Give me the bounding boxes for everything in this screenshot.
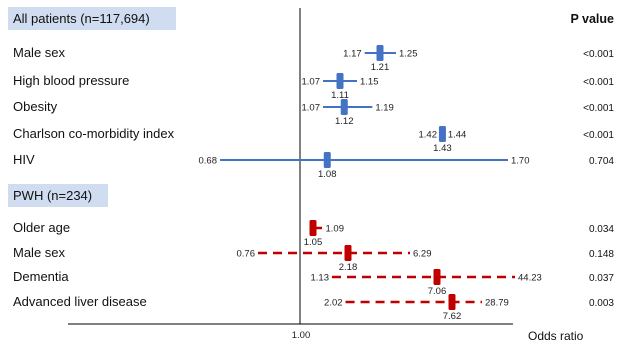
point-estimate-marker xyxy=(336,73,344,89)
row-label: Male sex xyxy=(13,245,66,260)
odds-ratio-label: 2.18 xyxy=(339,262,358,273)
p-value: <0.001 xyxy=(583,103,614,114)
ci-lower-label: 2.02 xyxy=(324,298,343,309)
ci-lower-label: 0.76 xyxy=(237,249,256,260)
ci-upper-label: 28.79 xyxy=(485,298,509,309)
row-label: Charlson co-morbidity index xyxy=(13,126,175,141)
point-estimate-marker xyxy=(344,245,352,261)
group1-title: All patients (n=117,694) xyxy=(13,11,150,26)
odds-ratio-label: 7.06 xyxy=(428,286,447,297)
ci-lower-label: 1.07 xyxy=(302,77,321,88)
ci-lower-label: 1.13 xyxy=(311,273,330,284)
reference-tick-label: 1.00 xyxy=(292,330,311,341)
pvalue-header: P value xyxy=(570,12,614,26)
p-value: <0.001 xyxy=(583,49,614,60)
ci-upper-label: 1.25 xyxy=(399,49,418,60)
point-estimate-marker xyxy=(376,45,384,61)
forest-rows: Male sex <0.001 1.17 1.25 1.21 High blood pre… xyxy=(13,45,614,322)
odds-ratio-label: 1.43 xyxy=(433,143,452,154)
ci-lower-label: 1.42 xyxy=(419,130,438,141)
ci-lower-label: 0.68 xyxy=(199,156,218,167)
group2-title: PWH (n=234) xyxy=(13,188,92,203)
ci-upper-label: 6.29 xyxy=(413,249,432,260)
row-label: Dementia xyxy=(13,269,69,284)
row-label: HIV xyxy=(13,152,35,167)
row-label: Obesity xyxy=(13,99,58,114)
point-estimate-marker xyxy=(448,294,456,310)
odds-ratio-label: 1.12 xyxy=(335,116,354,127)
odds-ratio-label: 1.08 xyxy=(318,169,337,180)
p-value: 0.148 xyxy=(589,249,614,260)
row-label: Older age xyxy=(13,220,70,235)
ci-lower-label: 1.07 xyxy=(302,103,321,114)
odds-ratio-label: 1.21 xyxy=(371,62,390,73)
row-label: Male sex xyxy=(13,45,66,60)
point-estimate-marker xyxy=(438,126,446,142)
group2-header-bg xyxy=(8,184,108,207)
point-estimate-marker xyxy=(433,269,441,285)
p-value: 0.037 xyxy=(589,273,614,284)
ci-upper-label: 44.23 xyxy=(518,273,542,284)
point-estimate-marker xyxy=(340,99,348,115)
ci-upper-label: 1.19 xyxy=(375,103,394,114)
p-value: <0.001 xyxy=(583,130,614,141)
x-axis-label: Odds ratio xyxy=(528,329,584,343)
p-value: 0.704 xyxy=(589,156,614,167)
p-value: 0.034 xyxy=(589,224,614,235)
ci-upper-label: 1.09 xyxy=(326,224,345,235)
ci-upper-label: 1.70 xyxy=(511,156,530,167)
ci-lower-label: 1.17 xyxy=(343,49,362,60)
p-value: <0.001 xyxy=(583,77,614,88)
p-value: 0.003 xyxy=(589,298,614,309)
row-label: Advanced liver disease xyxy=(13,294,147,309)
ci-upper-label: 1.44 xyxy=(448,130,467,141)
row-label: High blood pressure xyxy=(13,73,129,88)
odds-ratio-label: 1.11 xyxy=(331,90,349,101)
point-estimate-marker xyxy=(323,152,331,168)
odds-ratio-label: 7.62 xyxy=(443,311,462,322)
group1-header-bg xyxy=(8,7,176,30)
ci-upper-label: 1.15 xyxy=(360,77,379,88)
point-estimate-marker xyxy=(309,220,317,236)
odds-ratio-label: 1.05 xyxy=(304,237,323,248)
